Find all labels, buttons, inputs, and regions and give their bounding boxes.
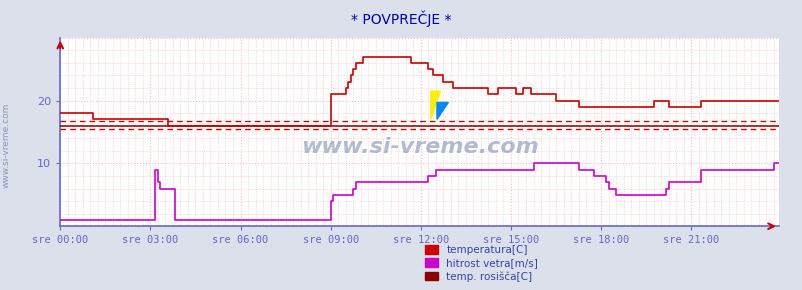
Polygon shape [431, 91, 440, 119]
Polygon shape [436, 102, 448, 119]
Text: * POVPREČJE *: * POVPREČJE * [350, 10, 452, 27]
Legend: temperatura[C], hitrost vetra[m/s], temp. rosišča[C]: temperatura[C], hitrost vetra[m/s], temp… [422, 242, 541, 285]
Text: www.si-vreme.com: www.si-vreme.com [2, 102, 11, 188]
Text: www.si-vreme.com: www.si-vreme.com [300, 137, 538, 157]
